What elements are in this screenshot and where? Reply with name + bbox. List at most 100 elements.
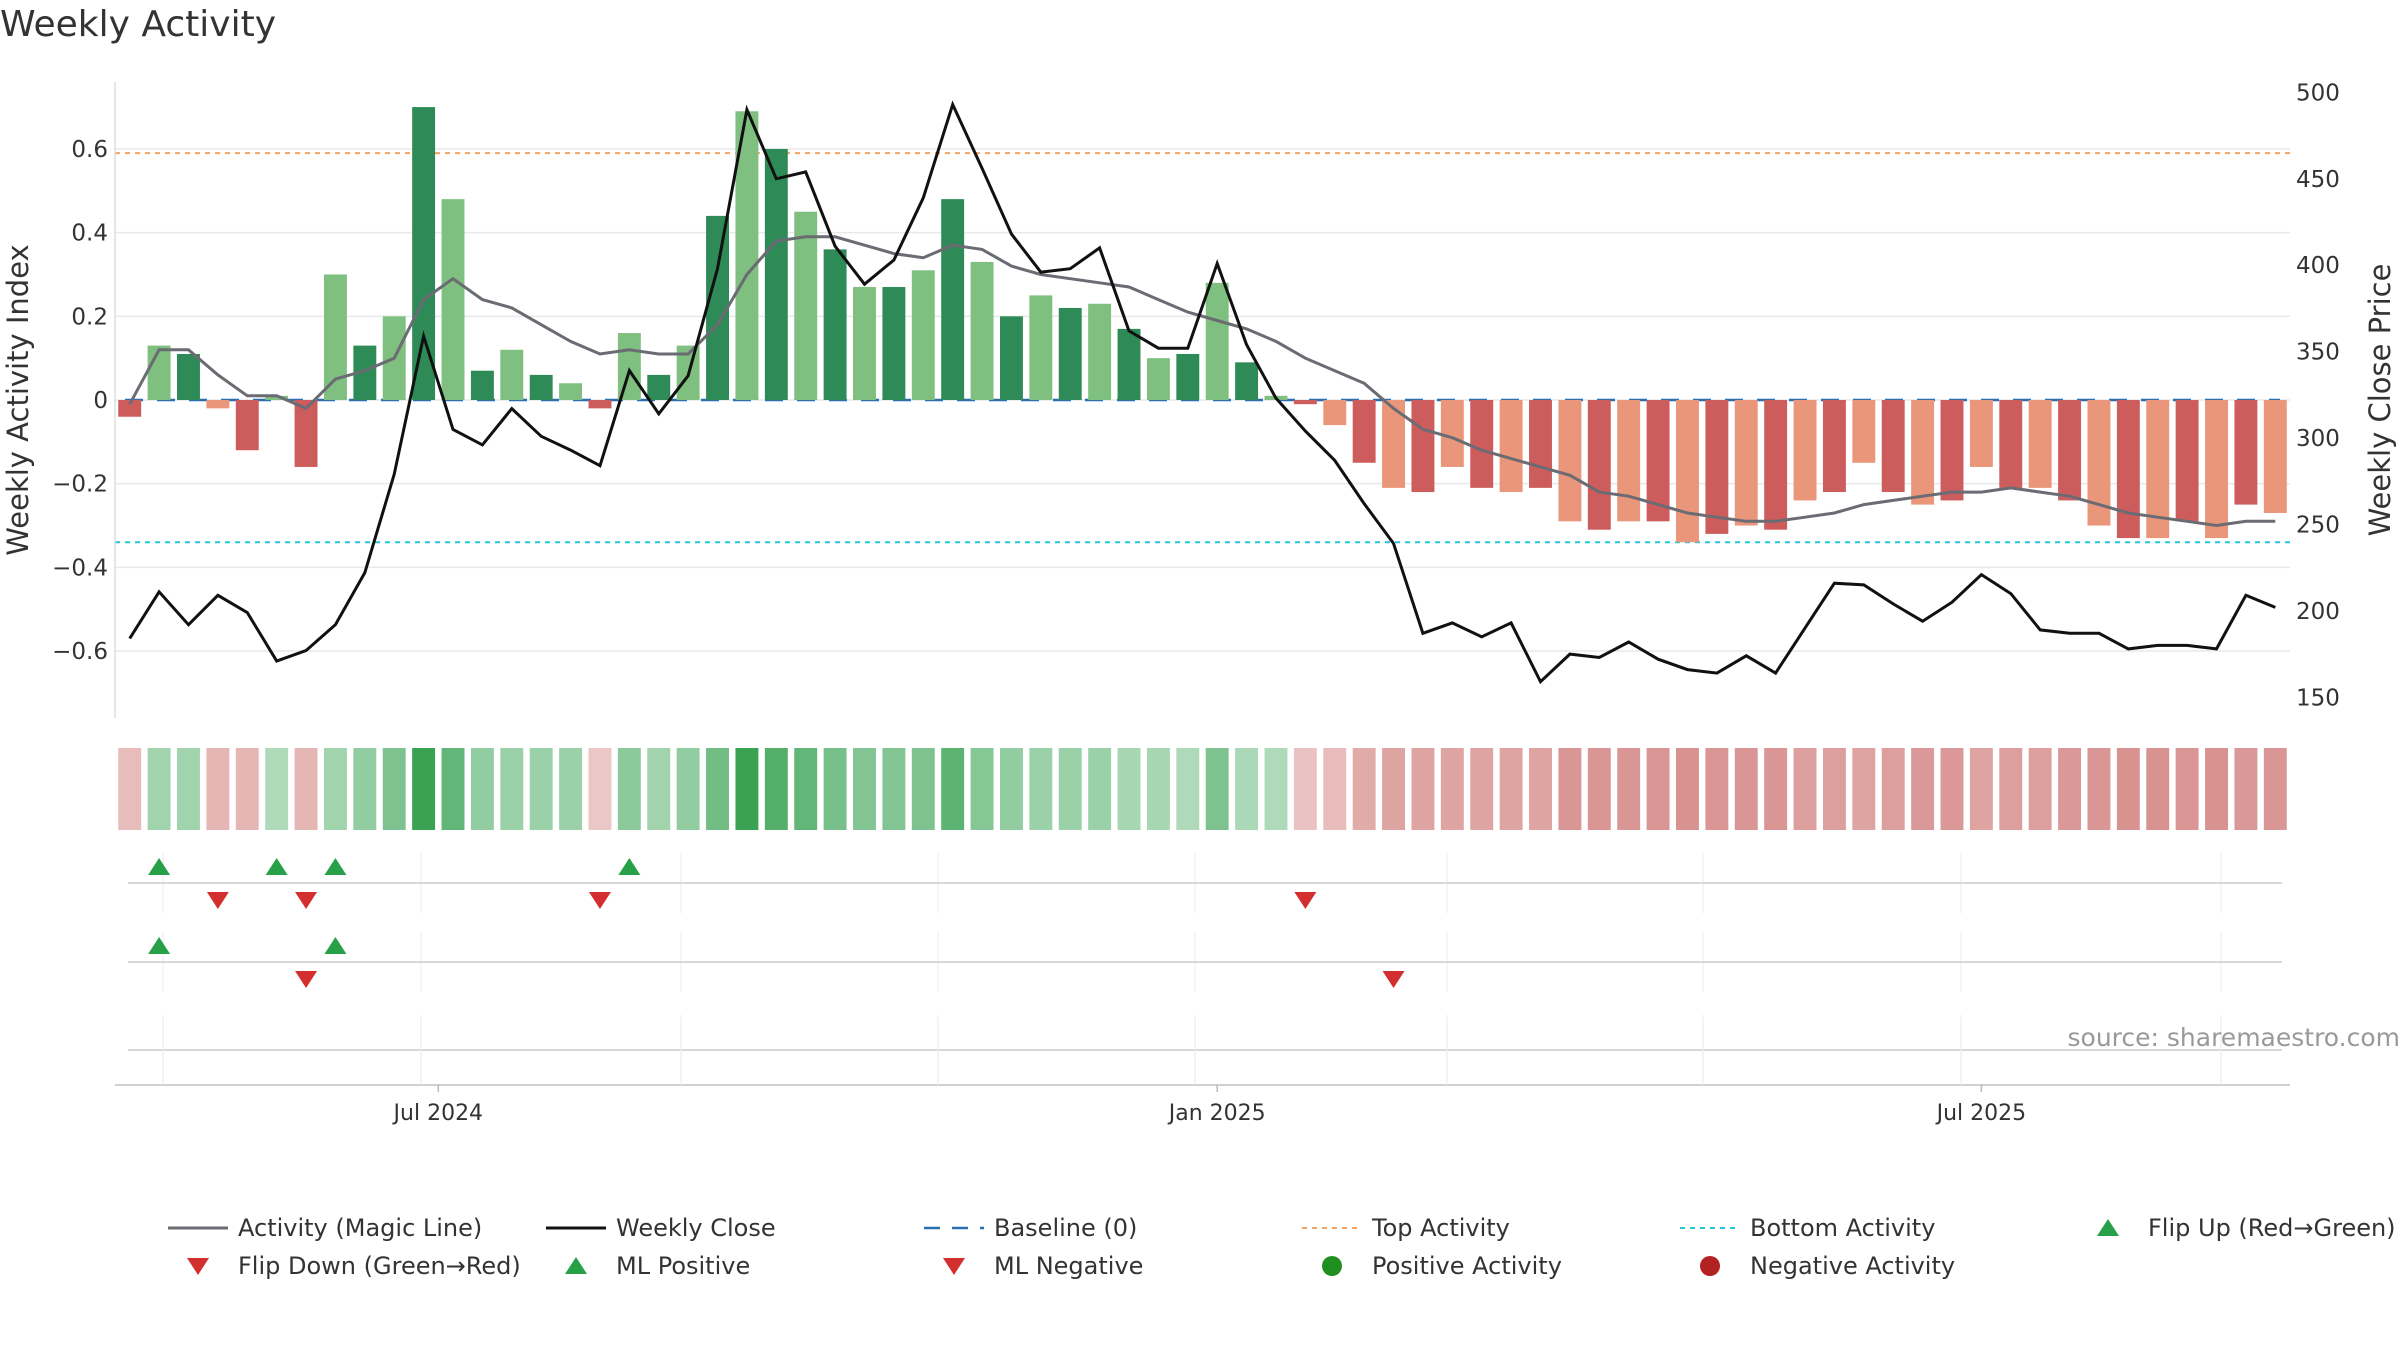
legend-item-magic: Activity (Magic Line) [168, 1214, 482, 1242]
flip-up-marker [618, 858, 641, 875]
activity-bar [1646, 400, 1670, 522]
heatmap-cell [706, 748, 729, 830]
activity-bar [529, 374, 553, 400]
activity-bar [1617, 400, 1641, 522]
heatmap-cell [1470, 748, 1494, 830]
heatmap-cell [441, 748, 465, 830]
legend-label: Baseline (0) [994, 1214, 1137, 1242]
heatmap-cell [2175, 748, 2199, 830]
weekly-close-series [128, 100, 2276, 685]
heatmap-cell [1969, 748, 1993, 830]
activity-bar [2087, 400, 2111, 526]
heatmap-cell [882, 748, 906, 830]
heatmap-cell [853, 748, 876, 830]
activity-bar [1029, 295, 1053, 400]
heatmap-cell [1146, 748, 1170, 830]
heatmap-cell [1058, 748, 1082, 830]
heatmap-cell [1587, 748, 1611, 830]
activity-bar [294, 400, 318, 467]
activity-bars [118, 107, 2287, 543]
legend-swatch [943, 1258, 965, 1275]
heatmap-cell [970, 748, 994, 830]
activity-bar [2146, 400, 2170, 539]
activity-bar [353, 345, 377, 400]
activity-bar [1587, 400, 1611, 530]
activity-bar [823, 249, 847, 400]
legend-item-close: Weekly Close [546, 1214, 776, 1242]
heatmap-cell [500, 748, 524, 830]
heatmap-cell [353, 748, 377, 830]
heatmap-cell [2058, 748, 2082, 830]
activity-bar [1470, 400, 1494, 488]
activity-bar [764, 148, 788, 400]
activity-bar [1088, 303, 1112, 400]
y2-tick-label: 150 [2296, 685, 2340, 711]
heatmap-cell [118, 748, 142, 830]
activity-bar [1411, 400, 1435, 493]
heatmap-cell [1440, 748, 1464, 830]
legend-label: Flip Down (Green→Red) [238, 1252, 521, 1280]
activity-bar [559, 383, 583, 400]
activity-bar [1969, 400, 1993, 467]
activity-bar [735, 111, 759, 400]
axes: 0.6 0.4 0.2 0 −0.2 −0.4 −0.6 500 450 400 350 300 250… [1, 80, 2397, 718]
legend-item-baseline: Baseline (0) [924, 1214, 1137, 1242]
legend-swatch [1700, 1256, 1720, 1276]
activity-bar [882, 287, 906, 400]
legend-label: Flip Up (Red→Green) [2148, 1214, 2396, 1242]
heatmap-cell [147, 748, 171, 830]
activity-bar [1323, 400, 1347, 426]
activity-bar [853, 287, 876, 400]
activity-bar [999, 316, 1023, 400]
activity-bar [323, 274, 347, 400]
legend: Activity (Magic Line) Weekly Close Baselin… [168, 1214, 2396, 1280]
heatmap-cell [1822, 748, 1846, 830]
legend-swatch [2097, 1219, 2119, 1236]
heatmap-cell [2146, 748, 2170, 830]
legend-item-ml_neg: ML Negative [943, 1252, 1143, 1280]
activity-bar [1205, 282, 1229, 400]
y2-tick-label: 350 [2296, 340, 2340, 366]
heatmap-cell [1176, 748, 1200, 830]
legend-item-flip_down: Flip Down (Green→Red) [187, 1252, 521, 1280]
y-axis-label: Weekly Activity Index [1, 244, 35, 555]
activity-bar [970, 261, 994, 400]
heatmap-cell [647, 748, 671, 830]
legend-label: Negative Activity [1750, 1252, 1955, 1280]
legend-item-neg_dot: Negative Activity [1700, 1252, 1955, 1280]
activity-bar [1176, 353, 1200, 400]
heatmap-cell [1852, 748, 1876, 830]
activity-bar [1558, 400, 1582, 522]
activity-bar [2234, 400, 2258, 505]
legend-swatch [187, 1258, 209, 1275]
heatmap-cell [265, 748, 289, 830]
flip-down-marker [295, 892, 318, 909]
legend-label: Activity (Magic Line) [238, 1214, 482, 1242]
y2-axis-label: Weekly Close Price [2363, 264, 2397, 537]
activity-bar [1999, 400, 2023, 488]
y-tick-label: 0 [93, 388, 108, 414]
y2-tick-label: 250 [2296, 512, 2340, 538]
activity-bar [2263, 400, 2287, 513]
heatmap-cell [1676, 748, 1699, 830]
heatmap-cell [941, 748, 965, 830]
heatmap-cell [1999, 748, 2023, 830]
heatmap-cell [676, 748, 700, 830]
heatmap-cell [412, 748, 436, 830]
heatmap-cell [823, 748, 847, 830]
y-tick-label: −0.2 [52, 472, 108, 498]
heatmap-cell [588, 748, 612, 830]
heatmap-cell [294, 748, 318, 830]
activity-bar [706, 215, 729, 400]
heatmap-cell [2234, 748, 2258, 830]
heatmap-cell [2087, 748, 2111, 830]
heatmap-cell [1911, 748, 1935, 830]
y-tick-label: 0.2 [71, 304, 108, 330]
legend-item-pos_dot: Positive Activity [1322, 1252, 1562, 1280]
series-lines [128, 100, 2276, 685]
heatmap-cell [794, 748, 818, 830]
activity-bar [177, 353, 200, 400]
activity-bar [588, 400, 612, 409]
heatmap-cell [1764, 748, 1788, 830]
